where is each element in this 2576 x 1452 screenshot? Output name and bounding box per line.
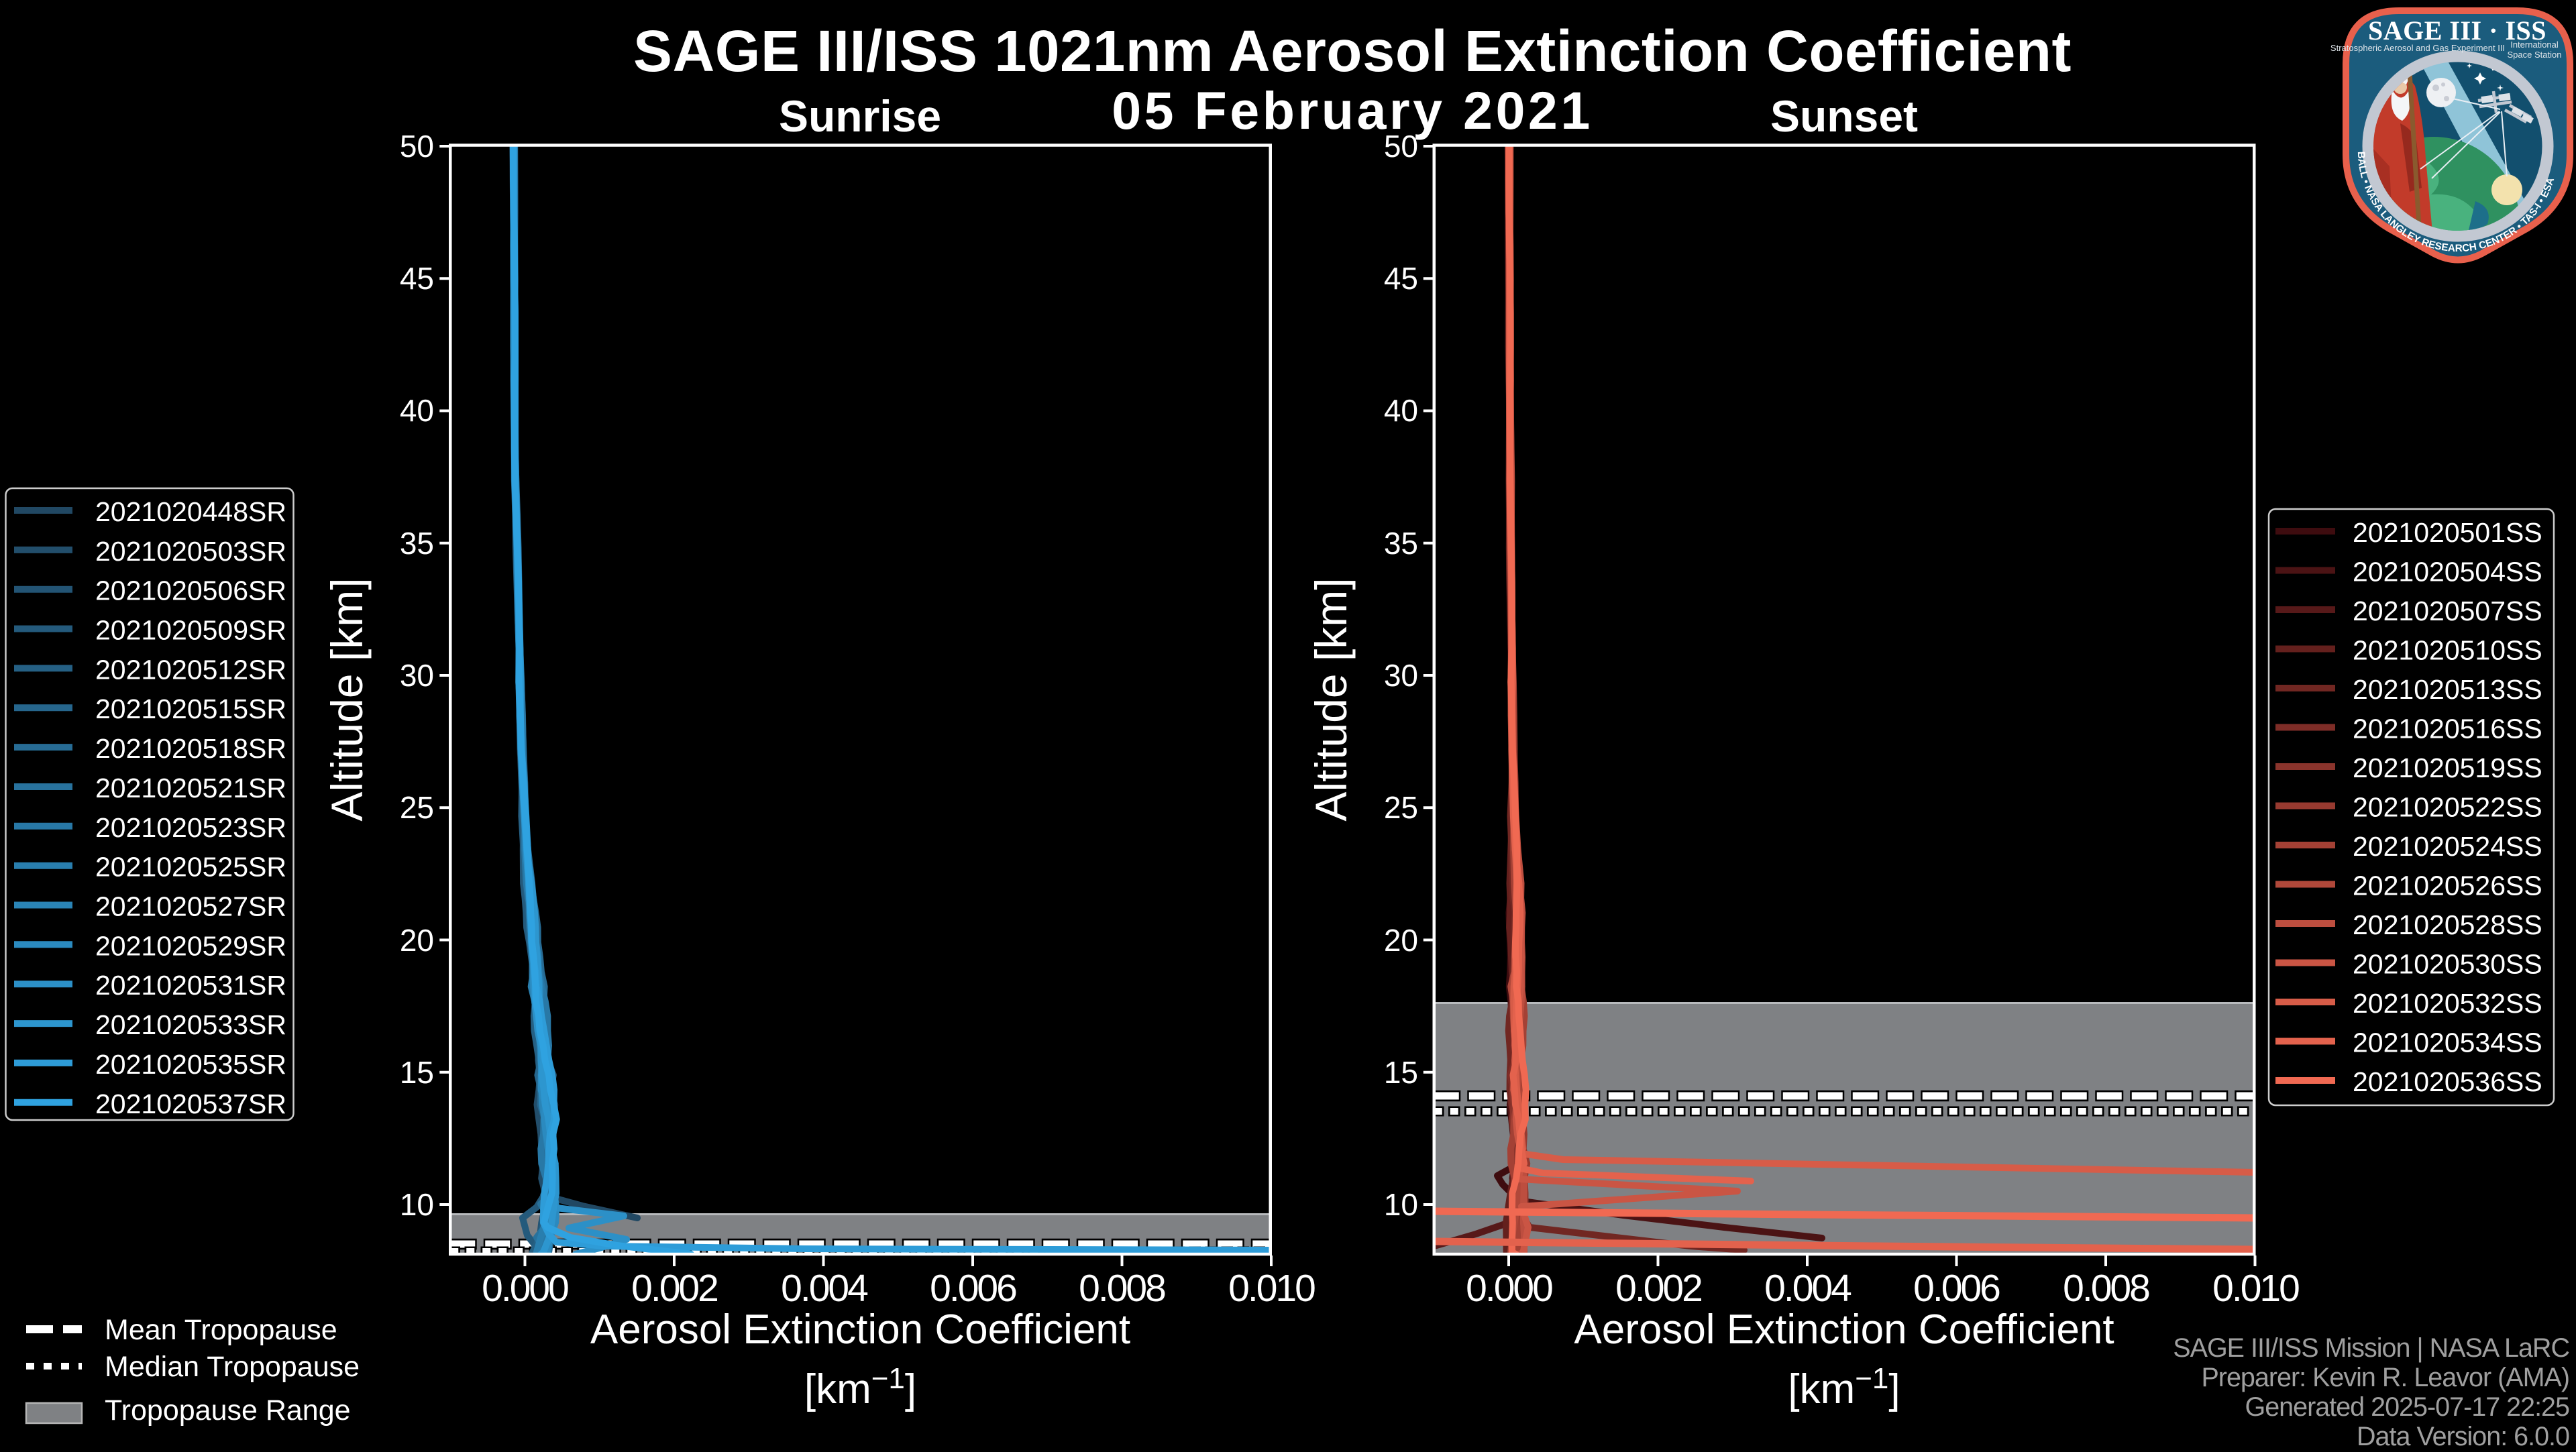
svg-text:50: 50: [1384, 129, 1418, 164]
svg-text:2021020537SR: 2021020537SR: [95, 1088, 286, 1119]
svg-text:2021020535SR: 2021020535SR: [95, 1049, 286, 1080]
svg-text:45: 45: [1384, 261, 1418, 296]
svg-text:10: 10: [1384, 1187, 1418, 1222]
svg-text:2021020501SS: 2021020501SS: [2353, 517, 2542, 548]
svg-text:International: International: [2510, 40, 2559, 50]
svg-text:35: 35: [400, 526, 434, 561]
svg-text:Median Tropopause: Median Tropopause: [105, 1351, 360, 1383]
svg-text:0.008: 0.008: [1079, 1267, 1165, 1310]
svg-text:2021020525SR: 2021020525SR: [95, 852, 286, 883]
svg-text:2021020515SR: 2021020515SR: [95, 693, 286, 724]
svg-text:25: 25: [400, 790, 434, 825]
svg-text:2021020516SS: 2021020516SS: [2353, 714, 2542, 744]
svg-text:2021020522SS: 2021020522SS: [2353, 792, 2542, 823]
svg-text:2021020503SR: 2021020503SR: [95, 536, 286, 567]
svg-text:0.010: 0.010: [2212, 1267, 2299, 1310]
svg-text:2021020526SS: 2021020526SS: [2353, 871, 2542, 901]
svg-text:2021020510SS: 2021020510SS: [2353, 635, 2542, 666]
svg-text:2021020529SR: 2021020529SR: [95, 930, 286, 961]
svg-text:0.004: 0.004: [1764, 1267, 1851, 1310]
svg-text:0.002: 0.002: [1615, 1267, 1701, 1310]
svg-text:05 February 2021: 05 February 2021: [1112, 80, 1593, 140]
svg-text:2021020448SR: 2021020448SR: [95, 496, 286, 527]
svg-text:Altitude [km]: Altitude [km]: [1306, 577, 1356, 821]
svg-text:45: 45: [400, 261, 434, 296]
svg-text:0.010: 0.010: [1228, 1267, 1315, 1310]
svg-text:0.008: 0.008: [2063, 1267, 2149, 1310]
svg-text:15: 15: [1384, 1055, 1418, 1090]
svg-text:40: 40: [1384, 393, 1418, 428]
svg-text:Space Station: Space Station: [2508, 50, 2562, 60]
svg-text:50: 50: [400, 129, 434, 164]
svg-text:2021020527SR: 2021020527SR: [95, 891, 286, 922]
svg-text:Preparer: Kevin R. Leavor (AMA: Preparer: Kevin R. Leavor (AMA): [2201, 1363, 2569, 1392]
svg-text:Data Version: 6.0.0: Data Version: 6.0.0: [2357, 1422, 2569, 1449]
svg-text:Sunset: Sunset: [1770, 91, 1918, 141]
svg-text:2021020528SS: 2021020528SS: [2353, 909, 2542, 940]
svg-text:2021020534SS: 2021020534SS: [2353, 1027, 2542, 1058]
svg-text:2021020533SR: 2021020533SR: [95, 1009, 286, 1040]
svg-text:25: 25: [1384, 790, 1418, 825]
svg-text:2021020519SS: 2021020519SS: [2353, 752, 2542, 783]
svg-text:2021020536SS: 2021020536SS: [2353, 1066, 2542, 1097]
svg-text:2021020513SS: 2021020513SS: [2353, 674, 2542, 705]
svg-text:2021020531SR: 2021020531SR: [95, 970, 286, 1001]
svg-text:2021020521SR: 2021020521SR: [95, 773, 286, 803]
svg-text:0.000: 0.000: [1466, 1267, 1552, 1310]
svg-text:20: 20: [400, 923, 434, 958]
svg-text:20: 20: [1384, 923, 1418, 958]
svg-text:40: 40: [400, 393, 434, 428]
svg-text:SAGE III/ISS 1021nm Aerosol Ex: SAGE III/ISS 1021nm Aerosol Extinction C…: [633, 19, 2072, 84]
svg-text:2021020506SR: 2021020506SR: [95, 575, 286, 606]
svg-text:30: 30: [1384, 658, 1418, 693]
svg-text:2021020523SR: 2021020523SR: [95, 812, 286, 843]
svg-text:10: 10: [400, 1187, 434, 1222]
svg-text:35: 35: [1384, 526, 1418, 561]
svg-text:Sunrise: Sunrise: [779, 91, 941, 141]
svg-text:Aerosol Extinction Coefficient: Aerosol Extinction Coefficient: [1574, 1306, 2114, 1353]
svg-text:30: 30: [400, 658, 434, 693]
svg-text:Generated 2025-07-17 22:25: Generated 2025-07-17 22:25: [2245, 1392, 2569, 1422]
svg-text:Altitude [km]: Altitude [km]: [322, 577, 372, 821]
svg-text:2021020518SR: 2021020518SR: [95, 733, 286, 764]
svg-text:0.002: 0.002: [631, 1267, 717, 1310]
svg-text:2021020532SS: 2021020532SS: [2353, 988, 2542, 1019]
svg-text:2021020507SS: 2021020507SS: [2353, 596, 2542, 626]
svg-text:Aerosol Extinction Coefficient: Aerosol Extinction Coefficient: [590, 1306, 1130, 1353]
svg-text:2021020512SR: 2021020512SR: [95, 654, 286, 685]
svg-text:0.000: 0.000: [482, 1267, 568, 1310]
svg-text:15: 15: [400, 1055, 434, 1090]
svg-text:SAGE III/ISS Mission | NASA La: SAGE III/ISS Mission | NASA LaRC: [2173, 1333, 2569, 1363]
svg-text:2021020524SS: 2021020524SS: [2353, 831, 2542, 862]
svg-text:0.006: 0.006: [930, 1267, 1016, 1310]
svg-text:0.004: 0.004: [781, 1267, 868, 1310]
svg-text:Tropopause Range: Tropopause Range: [105, 1394, 351, 1427]
svg-text:Mean Tropopause: Mean Tropopause: [105, 1314, 337, 1346]
svg-text:0.006: 0.006: [1913, 1267, 2000, 1310]
svg-text:SAGE III · ISS: SAGE III · ISS: [2368, 15, 2546, 46]
svg-text:2021020509SR: 2021020509SR: [95, 615, 286, 646]
svg-text:Stratospheric Aerosol and Gas: Stratospheric Aerosol and Gas Experiment…: [2330, 43, 2505, 53]
svg-text:2021020504SS: 2021020504SS: [2353, 557, 2542, 588]
svg-text:2021020530SS: 2021020530SS: [2353, 949, 2542, 980]
